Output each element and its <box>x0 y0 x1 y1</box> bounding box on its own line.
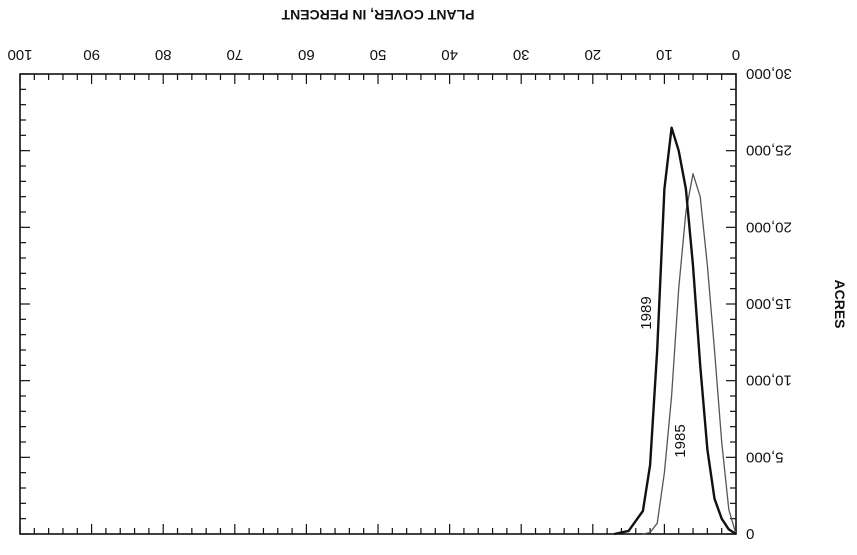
series-line-1989 <box>614 126 737 536</box>
x-tick-label: 10 <box>656 46 673 63</box>
series-label-1989: 1989 <box>638 296 655 329</box>
series-group <box>614 126 737 536</box>
x-tick-label: 0 <box>732 46 740 63</box>
x-axis-title: PLANT COVER, IN PERCENT <box>281 7 474 23</box>
y-tick-label: 25,000 <box>746 142 792 159</box>
x-tick-label: 50 <box>370 46 387 63</box>
y-tick-label: 20,000 <box>746 218 792 235</box>
x-tick-label: 90 <box>83 46 100 63</box>
x-tick-label: 70 <box>226 46 243 63</box>
x-tick-label: 80 <box>155 46 172 63</box>
y-axis-title: ACRES <box>832 279 848 328</box>
x-tick-label: 40 <box>441 46 458 63</box>
axis-tick-labels: 0 10 20 30 40 50 60 70 80 90 100 0 5,000 10,000 15,000… <box>7 46 791 542</box>
axis-ticks <box>19 73 737 535</box>
x-tick-label: 100 <box>7 46 32 63</box>
x-tick-label: 30 <box>513 46 530 63</box>
x-tick-label: 60 <box>298 46 315 63</box>
y-tick-label: 10,000 <box>746 372 792 389</box>
y-tick-label: 5,000 <box>746 448 784 465</box>
series-label-1985: 1985 <box>672 424 689 457</box>
y-tick-label: 0 <box>746 525 754 542</box>
y-tick-label: 30,000 <box>746 65 792 82</box>
plot-frame <box>19 73 737 535</box>
series-line-1985 <box>642 173 737 535</box>
y-tick-label: 15,000 <box>746 295 792 312</box>
x-tick-label: 20 <box>584 46 601 63</box>
